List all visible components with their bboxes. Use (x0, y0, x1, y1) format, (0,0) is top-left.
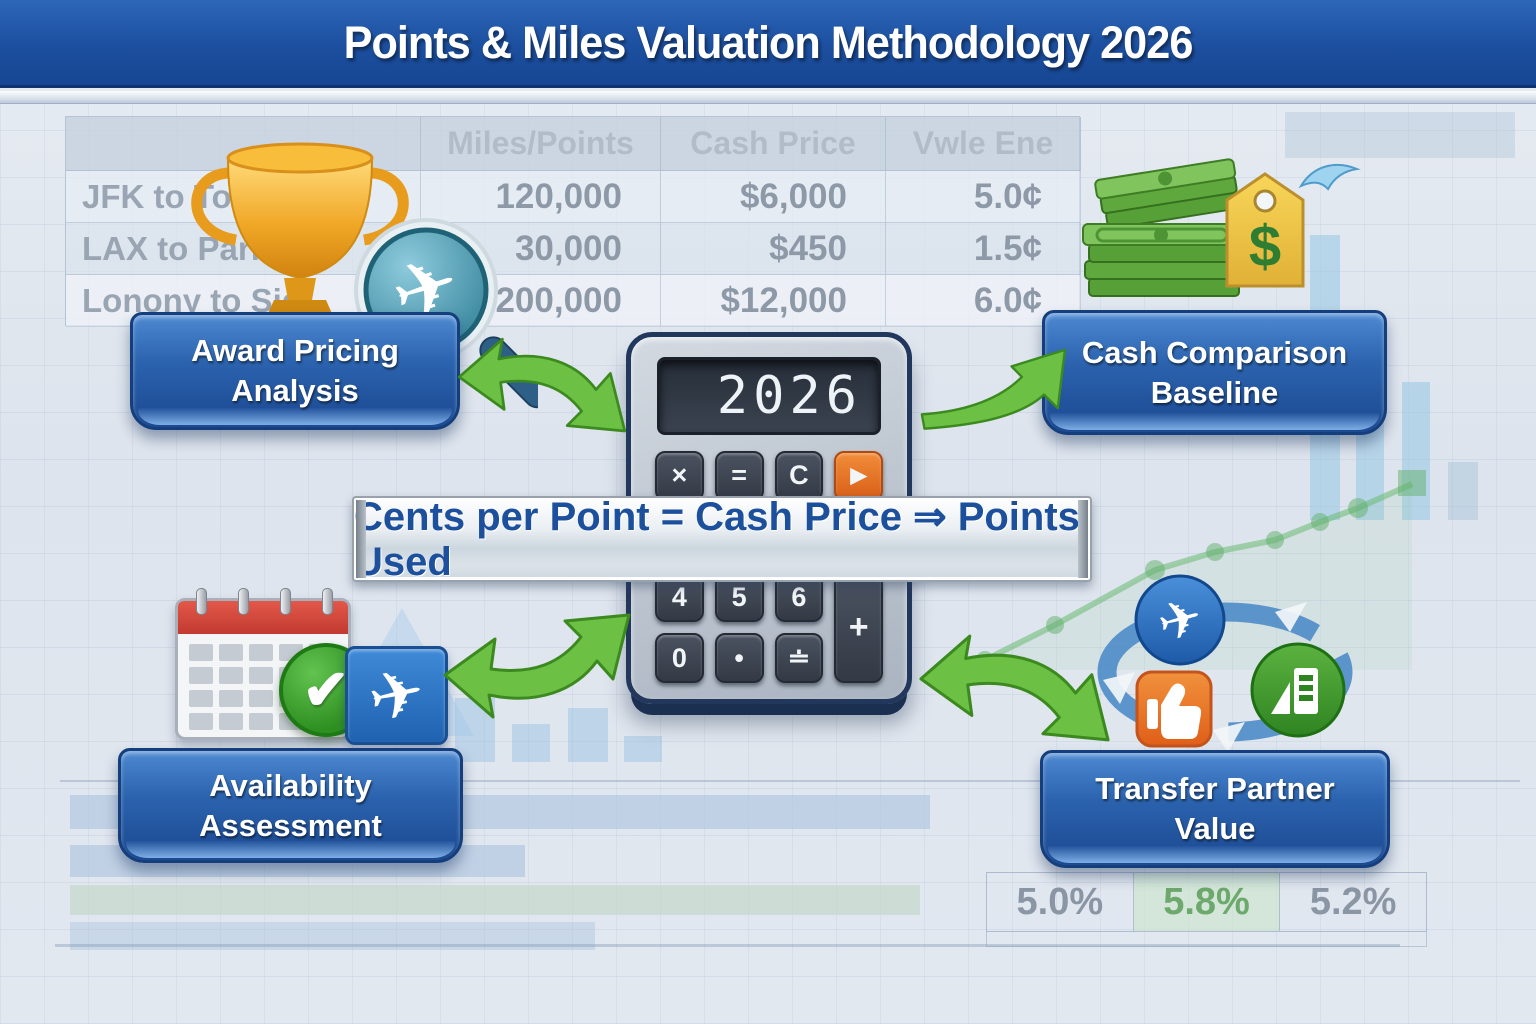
node-label-line: Baseline (1150, 374, 1279, 410)
table-header: Vwle Ene (886, 117, 1081, 171)
page-title: Points & Miles Valuation Methodology 202… (343, 16, 1194, 68)
valuation-footer-row: 5.0% 5.8% 5.2% (986, 872, 1427, 932)
divider-line (55, 944, 1400, 947)
formula-text: Cents per Point = Cash Price ⇒ Points Us… (354, 494, 1080, 584)
footer-value: 5.0% (987, 873, 1134, 931)
node-label-line: Assessment (199, 807, 382, 843)
key-clear: C (774, 451, 824, 501)
table-cell-cash: $12,000 (661, 275, 886, 327)
arrow-calculator-to-transfer (919, 634, 1110, 742)
node-transfer-partner: Transfer Partner Value (1040, 750, 1390, 868)
table-header: Cash Price (661, 117, 886, 171)
footer-value: 5.2% (1309, 880, 1397, 923)
divider-line (60, 780, 1520, 782)
background-bar (512, 724, 550, 762)
thumb-icon (1147, 683, 1202, 739)
table-header: Miles/Points (421, 117, 661, 171)
table-cell-miles: 120,000 (421, 171, 661, 223)
plane-tile-icon: ✈ (345, 646, 448, 745)
table-cell-miles: 200,000 (421, 275, 661, 327)
footer-value-highlight: 5.8% (1133, 873, 1281, 931)
key-0: 0 (655, 633, 704, 683)
node-label-line: Analysis (231, 373, 359, 408)
node-label-line: Value (1174, 811, 1256, 846)
node-label-line: Award Pricing (191, 333, 399, 368)
transfer-airline-icon (1134, 574, 1226, 666)
table-cell-value: 1.5¢ (886, 223, 1081, 275)
node-label-line: Transfer Partner (1095, 771, 1335, 806)
node-label-line: Cash Comparison (1081, 334, 1348, 370)
title-bar: Points & Miles Valuation Methodology 202… (0, 0, 1536, 88)
dollar-icon: $ (1249, 214, 1281, 279)
background-bar (1402, 382, 1430, 520)
table-cell-cash: $6,000 (661, 171, 886, 223)
background-bar (1285, 112, 1515, 158)
valuation-table: Miles/Points Cash Price Vwle Ene JFK to … (65, 116, 1081, 327)
background-bar (624, 736, 662, 762)
key-decimal: • (714, 633, 764, 683)
key-plus: + (834, 572, 883, 683)
title-bar-trim (0, 91, 1536, 104)
calculator-display: 2026 (657, 357, 881, 435)
valuation-footer-subrow (986, 932, 1427, 947)
table-cell-cash: $450 (661, 223, 886, 275)
node-availability: Availability Assessment (118, 748, 463, 863)
cash-price-tag-icon: $ (1082, 158, 1361, 297)
table-cell-value: 6.0¢ (886, 275, 1081, 327)
gantt-bar (70, 885, 920, 915)
key-divide: ≐ (774, 633, 824, 683)
node-cash-comparison: Cash Comparison Baseline (1042, 310, 1387, 435)
node-award-pricing: Award Pricing Analysis (130, 312, 460, 430)
node-label-line: Availability (209, 767, 372, 803)
formula-banner: Cents per Point = Cash Price ⇒ Points Us… (352, 494, 1092, 584)
availability-icon-cluster: ✔ ✈ (175, 585, 460, 753)
key-enter: ▶ (834, 451, 883, 501)
transfer-partners-icon-cluster: ✈ (1097, 574, 1353, 752)
gantt-bar (70, 922, 595, 950)
arrow-availability-to-calculator (443, 613, 631, 719)
arrow-award-to-calculator (457, 337, 627, 433)
table-cell-value: 5.0¢ (886, 171, 1081, 223)
arrow-calculator-to-cash (920, 348, 1067, 430)
background-bar (568, 708, 608, 762)
background-bar (1448, 462, 1478, 520)
